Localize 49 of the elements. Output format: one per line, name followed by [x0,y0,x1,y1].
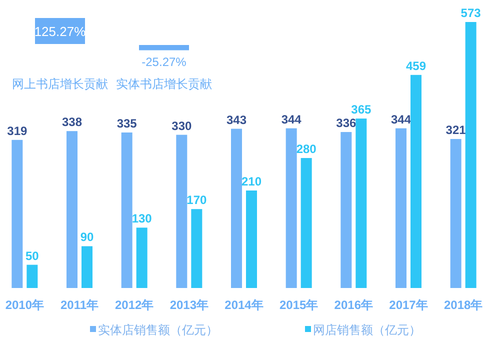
x-tick-label: 2013年 [170,298,209,312]
data-label: 344 [390,112,412,126]
data-label: 130 [132,212,152,226]
data-label: 365 [351,102,372,117]
x-tick-label: 网上书店增长贡献 [12,77,108,91]
data-label: 50 [25,248,40,263]
bar [121,132,132,288]
data-label: 459 [406,58,426,73]
bar [231,128,242,288]
bar [465,22,476,288]
x-tick-label: 2011年 [60,298,99,312]
bar [176,134,188,288]
bar [82,246,93,288]
x-tick-label: 2015年 [279,298,318,312]
bar [395,128,406,288]
x-tick-label: 2016年 [334,298,374,312]
data-label: 319 [7,124,28,138]
x-tick-label: 2012年 [114,298,154,312]
data-label: 344 [281,112,302,126]
bar [136,228,148,288]
bar [410,74,422,288]
bar [300,158,312,288]
data-label: 125.27% [34,24,86,39]
data-label: 90 [80,230,94,244]
data-label: 280 [296,142,317,156]
x-tick-label: 2018年 [444,298,483,312]
data-label: -25.27% [142,55,187,70]
data-label: 321 [446,122,466,137]
x-tick-label: 实体书店增长贡献 [116,77,212,91]
bar [356,118,367,288]
data-label: 335 [116,116,138,130]
bar [286,128,297,288]
data-label: 170 [186,193,207,208]
bar [26,264,38,288]
data-label: 343 [226,112,247,127]
bar [450,138,462,288]
bar [246,190,257,288]
x-tick-label: 2010年 [5,298,44,312]
bar [12,140,23,288]
bar [340,132,352,288]
bar [66,131,78,288]
data-label: 330 [172,118,192,133]
x-tick-label: 2014年 [224,298,264,312]
bar [191,209,202,288]
x-tick-label: 2017年 [389,298,428,312]
legend-label: 实体店销售额（亿元） [98,323,218,337]
data-label: 573 [460,6,482,20]
data-label: 338 [62,115,82,130]
legend-label: 网店销售额（亿元） [313,323,421,337]
